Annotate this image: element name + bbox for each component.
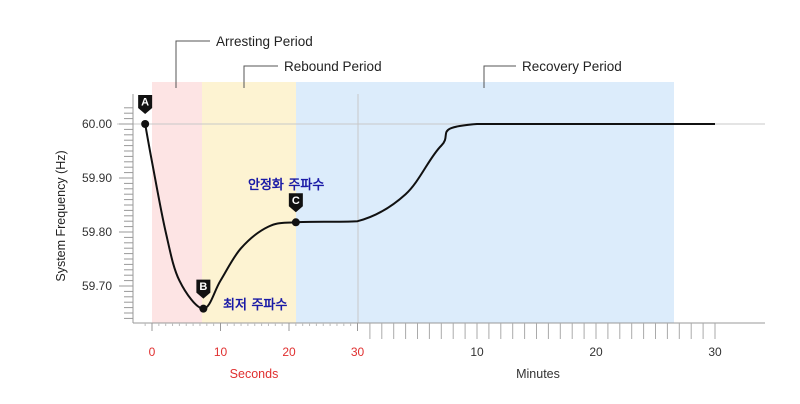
y-tick-label: 59.90 bbox=[82, 171, 112, 185]
marker-b: B bbox=[196, 279, 211, 313]
point-markers: A B C bbox=[138, 95, 303, 313]
x-tick-label-minutes: 10 bbox=[470, 345, 484, 359]
period-label-recovery: Recovery Period bbox=[522, 59, 622, 74]
x-tick-labels: 0 10 20 30 10 20 30 bbox=[149, 345, 722, 359]
annotation-lowest-frequency: 최저 주파수 bbox=[223, 298, 287, 313]
marker-letter: A bbox=[141, 97, 149, 109]
marker-dot bbox=[291, 218, 300, 227]
x-tick-label-minutes: 20 bbox=[589, 345, 603, 359]
x-axis-label-minutes: Minutes bbox=[516, 367, 560, 381]
x-tick-label-seconds: 30 bbox=[351, 345, 365, 359]
period-band bbox=[202, 82, 296, 323]
x-axis-label-seconds: Seconds bbox=[230, 367, 279, 381]
y-tick-label: 59.80 bbox=[82, 225, 112, 239]
marker-flag bbox=[138, 95, 153, 114]
annotation-stable-frequency: 안정화 주파수 bbox=[248, 177, 324, 193]
period-label-rebound: Rebound Period bbox=[284, 59, 382, 74]
x-tick-label-seconds: 0 bbox=[149, 345, 156, 359]
period-callout-bracket bbox=[243, 65, 278, 88]
period-bands bbox=[152, 82, 674, 323]
frequency-series-line bbox=[144, 123, 715, 310]
marker-a: A bbox=[138, 95, 153, 128]
period-band bbox=[296, 82, 674, 323]
period-label-arresting: Arresting Period bbox=[216, 34, 313, 49]
period-callout-bracket bbox=[483, 65, 516, 88]
period-callout-bracket bbox=[175, 40, 210, 88]
y-tick-label: 60.00 bbox=[82, 117, 112, 131]
marker-flag bbox=[196, 279, 211, 299]
y-axis-label: System Frequency (Hz) bbox=[54, 150, 68, 281]
axes bbox=[119, 94, 765, 339]
period-callouts bbox=[175, 40, 516, 88]
y-tick-labels: 60.00 59.90 59.80 59.70 bbox=[82, 117, 112, 293]
y-tick-label: 59.70 bbox=[82, 279, 112, 293]
marker-dot bbox=[141, 120, 150, 128]
marker-letter: B bbox=[199, 281, 207, 293]
x-tick-label-seconds: 20 bbox=[282, 345, 296, 359]
marker-c: C bbox=[288, 193, 303, 227]
marker-flag bbox=[288, 193, 303, 213]
x-tick-label-seconds: 10 bbox=[214, 345, 228, 359]
marker-letter: C bbox=[292, 195, 300, 207]
x-tick-label-minutes: 30 bbox=[708, 345, 722, 359]
series-lines bbox=[144, 123, 715, 310]
marker-dot bbox=[199, 304, 208, 313]
